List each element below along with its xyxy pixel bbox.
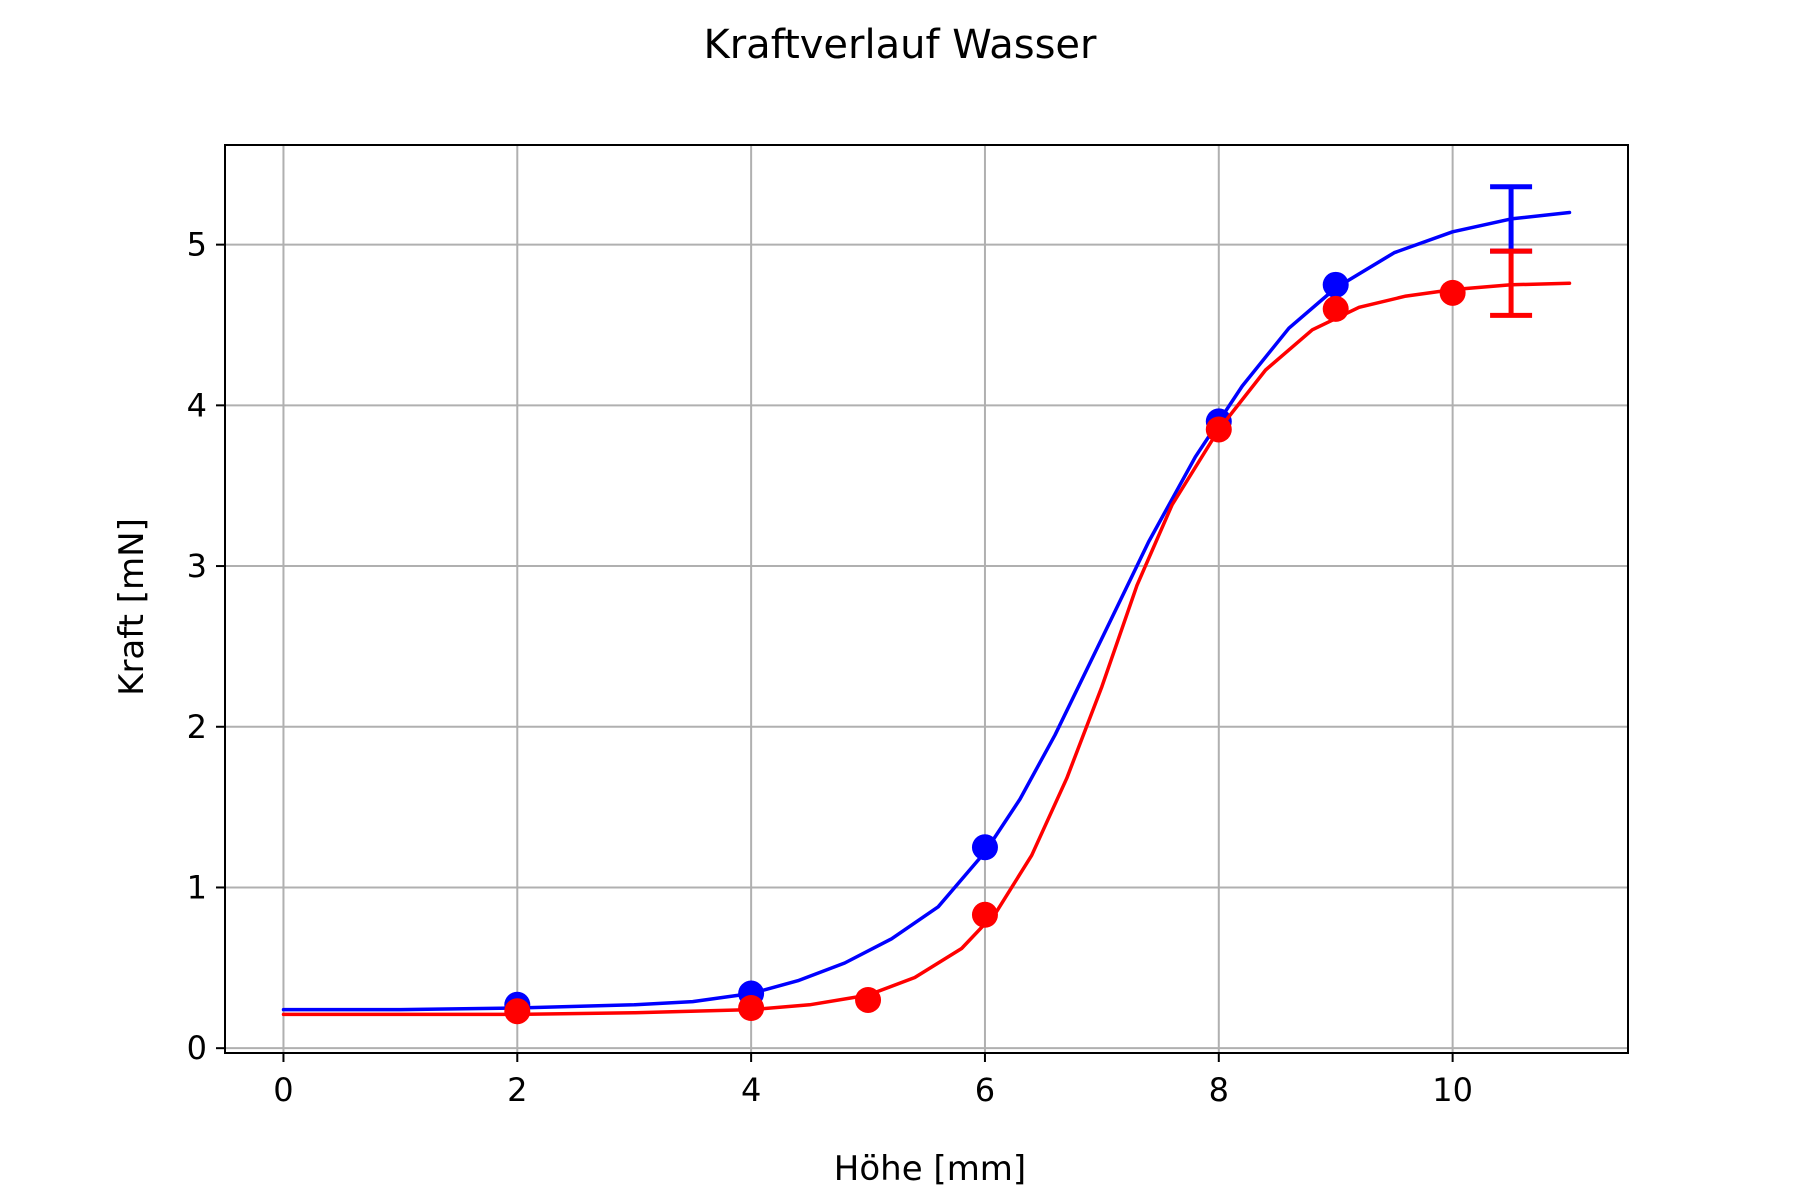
chart-title: Kraftverlauf Wasser (704, 22, 1098, 68)
y-tick-label: 1 (187, 868, 207, 906)
x-tick-label: 6 (975, 1071, 995, 1109)
plot-frame (224, 144, 1629, 1054)
series-0 (281, 184, 1572, 1018)
x-tick-label: 0 (273, 1071, 293, 1109)
x-tick-label: 2 (507, 1071, 527, 1109)
y-axis-label: Kraft [mN] (112, 518, 152, 696)
x-axis-ticks: 0 2 4 6 8 10 (273, 1053, 1473, 1109)
data-point (971, 901, 998, 928)
x-tick-label: 4 (741, 1071, 761, 1109)
x-axis-label: Höhe [mm] (834, 1149, 1026, 1189)
y-tick-label: 0 (187, 1029, 207, 1067)
fit-curve (281, 210, 1572, 1012)
fit-curve (281, 281, 1572, 1017)
y-tick-label: 3 (187, 547, 207, 585)
plot-area (281, 184, 1572, 1025)
x-tick-label: 8 (1209, 1071, 1229, 1109)
x-tick-label: 10 (1432, 1071, 1473, 1109)
y-tick-label: 2 (187, 708, 207, 746)
data-point (504, 998, 531, 1025)
y-tick-label: 5 (187, 226, 207, 264)
y-axis-ticks: 0 1 2 3 4 5 (187, 226, 225, 1067)
y-tick-label: 4 (187, 386, 207, 424)
series-1 (281, 248, 1572, 1025)
data-point (1439, 279, 1466, 306)
